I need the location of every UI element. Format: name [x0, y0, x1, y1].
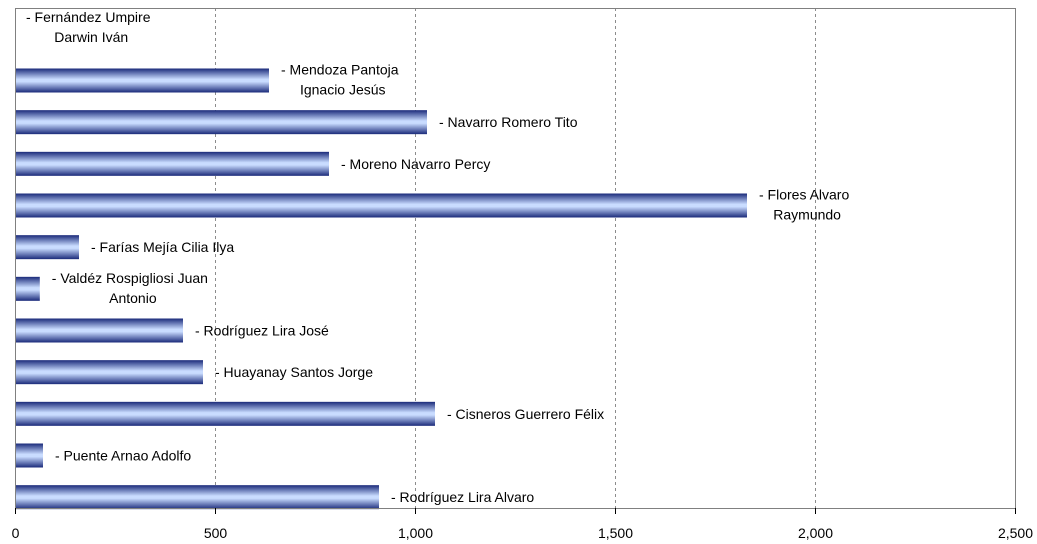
bar-label-line: - Mendoza Pantoja — [281, 62, 399, 78]
bar-label-line: Darwin Iván — [54, 29, 128, 45]
bar-label: - Cisneros Guerrero Félix — [447, 406, 604, 422]
x-axis-ticks: 0 500 1,000 1,500 2,000 2,500 — [12, 508, 1033, 541]
tick-label: 2,500 — [998, 525, 1033, 541]
bar-label: - Flores Alvaro Raymundo — [759, 187, 849, 223]
bar-label-line: - Fernández Umpire — [26, 9, 151, 25]
bar — [16, 151, 329, 176]
bar-label-line: Ignacio Jesús — [300, 82, 386, 98]
bar-label: - Huayanay Santos Jorge — [215, 364, 373, 380]
bar-label-line: - Flores Alvaro — [759, 187, 849, 203]
bar-label: - Valdéz Rospigliosi Juan Antonio — [52, 270, 208, 306]
bar-label: - Farías Mejía Cilia Ilya — [91, 239, 234, 255]
bar-label: - Puente Arnao Adolfo — [55, 448, 191, 464]
bar — [16, 193, 747, 218]
tick-label: 1,000 — [398, 525, 433, 541]
bar — [16, 318, 183, 343]
bar — [16, 485, 379, 510]
tick-label: 0 — [12, 525, 20, 541]
bar-label-line: Raymundo — [773, 207, 841, 223]
bar-label: - Mendoza Pantoja Ignacio Jesús — [281, 62, 399, 98]
bar — [16, 110, 427, 135]
bar-label: - Navarro Romero Tito — [439, 114, 578, 130]
bar — [16, 360, 203, 385]
bar-label: - Rodríguez Lira Alvaro — [391, 489, 534, 505]
bar — [16, 235, 79, 260]
bar-label: - Moreno Navarro Percy — [341, 156, 490, 172]
tick-label: 2,000 — [798, 525, 833, 541]
bar — [16, 443, 43, 468]
axes — [15, 8, 1016, 509]
bar — [16, 68, 269, 93]
tick-label: 1,500 — [598, 525, 633, 541]
tick-label: 500 — [204, 525, 228, 541]
bar — [16, 401, 435, 426]
bar-label: - Fernández Umpire Darwin Iván — [26, 9, 151, 45]
bar-label: - Rodríguez Lira José — [195, 323, 329, 339]
plot-area — [15, 8, 1016, 509]
bar-label-line: Antonio — [109, 290, 157, 306]
bars — [16, 68, 747, 510]
bar — [16, 276, 40, 301]
bar-labels: - Fernández Umpire Darwin Iván - Mendoza P… — [26, 9, 849, 505]
bar-label-line: - Valdéz Rospigliosi Juan — [52, 270, 208, 286]
